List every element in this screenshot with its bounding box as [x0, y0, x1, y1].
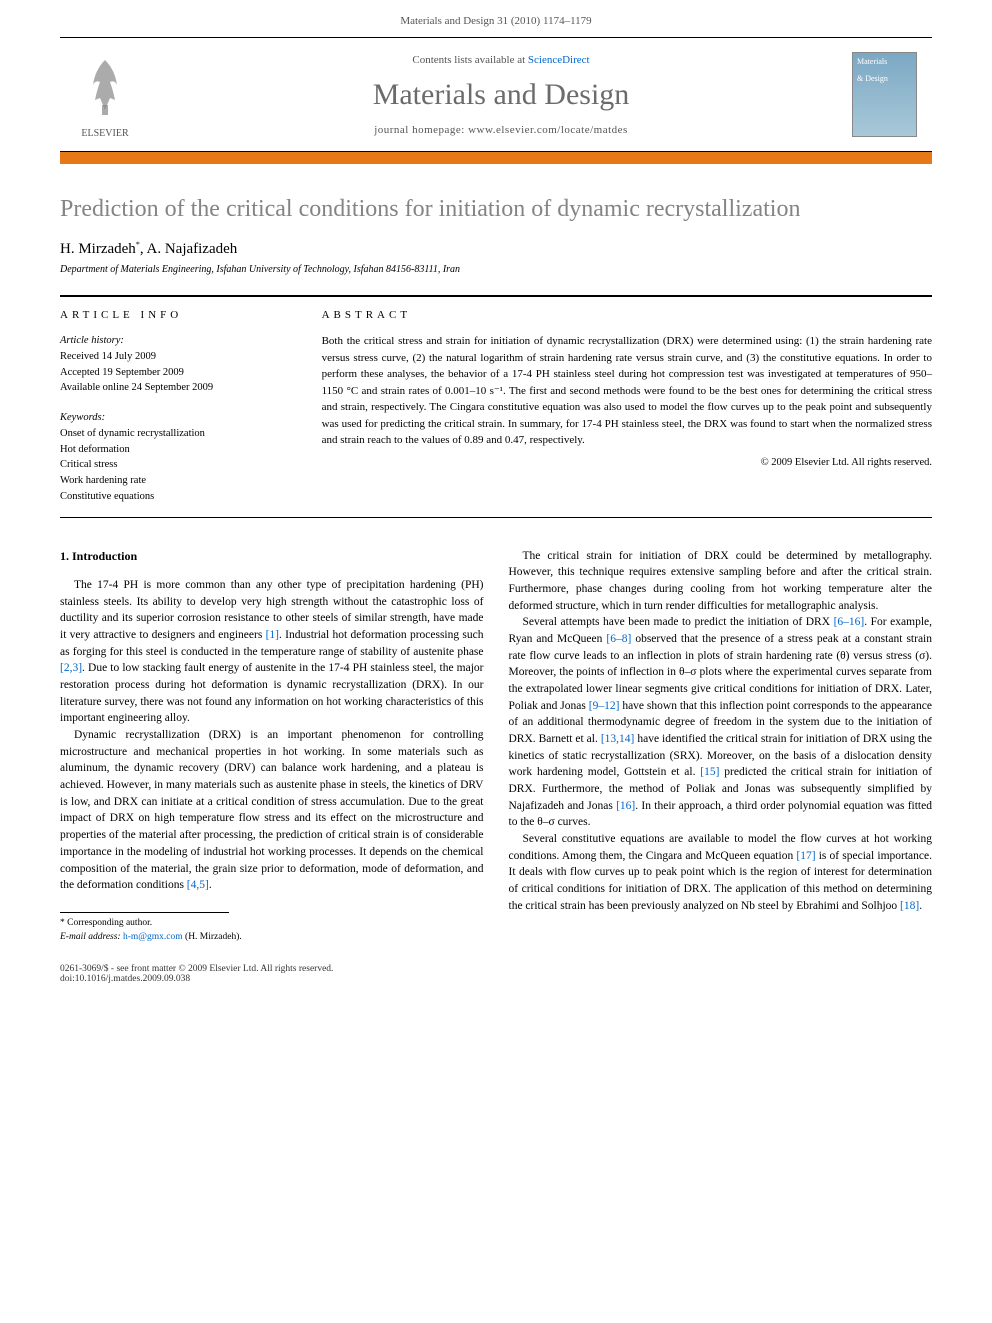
keyword-3: Critical stress [60, 457, 302, 473]
abstract-text: Both the critical stress and strain for … [322, 333, 932, 449]
footer-line-1: 0261-3069/$ - see front matter © 2009 El… [60, 964, 932, 974]
elsevier-tree-icon [75, 50, 135, 120]
cover-text-2: & Design [853, 70, 916, 87]
email-line: E-mail address: h-m@gmx.com (H. Mirzadeh… [60, 931, 484, 945]
ref-link-15[interactable]: [15] [700, 766, 719, 778]
author-1: H. Mirzadeh [60, 241, 136, 257]
paragraph-1: The 17-4 PH is more common than any othe… [60, 577, 484, 727]
ref-link-6-16[interactable]: [6–16] [834, 616, 865, 628]
journal-name: Materials and Design [150, 78, 852, 112]
paragraph-5: Several constitutive equations are avail… [509, 831, 933, 914]
abstract-copyright: © 2009 Elsevier Ltd. All rights reserved… [322, 457, 932, 468]
keyword-4: Work hardening rate [60, 473, 302, 489]
keyword-1: Onset of dynamic recrystallization [60, 426, 302, 442]
contents-line: Contents lists available at ScienceDirec… [150, 54, 852, 66]
article-info-heading: ARTICLE INFO [60, 309, 302, 321]
author-sep: , [140, 241, 147, 257]
abstract-column: ABSTRACT Both the critical stress and st… [322, 296, 932, 505]
footnote-rule [60, 912, 229, 913]
cover-block: Materials & Design [852, 52, 932, 137]
online-date: Available online 24 September 2009 [60, 380, 302, 396]
paragraph-3: The critical strain for initiation of DR… [509, 548, 933, 615]
paragraph-2: Dynamic recrystallization (DRX) is an im… [60, 727, 484, 894]
received-date: Received 14 July 2009 [60, 349, 302, 365]
email-suffix: (H. Mirzadeh). [183, 932, 242, 942]
homepage-line: journal homepage: www.elsevier.com/locat… [150, 124, 852, 136]
banner-center: Contents lists available at ScienceDirec… [150, 54, 852, 136]
homepage-url[interactable]: www.elsevier.com/locate/matdes [468, 124, 628, 136]
meta-section: ARTICLE INFO Article history: Received 1… [60, 295, 932, 505]
homepage-prefix: journal homepage: [374, 124, 468, 136]
ref-link-17[interactable]: [17] [796, 850, 815, 862]
article-title: Prediction of the critical conditions fo… [60, 194, 932, 225]
sciencedirect-link[interactable]: ScienceDirect [528, 54, 590, 66]
affiliation: Department of Materials Engineering, Isf… [60, 264, 932, 275]
paragraph-4: Several attempts have been made to predi… [509, 614, 933, 831]
orange-accent-bar [60, 152, 932, 164]
keyword-2: Hot deformation [60, 442, 302, 458]
ref-link-2-3[interactable]: [2,3] [60, 662, 82, 674]
journal-cover-thumbnail: Materials & Design [852, 52, 917, 137]
ref-link-4-5[interactable]: [4,5] [187, 879, 209, 891]
history-block: Article history: Received 14 July 2009 A… [60, 333, 302, 396]
author-2: A. Najafizadeh [147, 241, 238, 257]
contents-prefix: Contents lists available at [412, 54, 527, 66]
cover-text-1: Materials [853, 53, 916, 70]
ref-link-6-8[interactable]: [6–8] [606, 633, 631, 645]
citation-text: Materials and Design 31 (2010) 1174–1179 [400, 15, 591, 27]
authors-line: H. Mirzadeh*, A. Najafizadeh [60, 240, 932, 258]
ref-link-13-14[interactable]: [13,14] [601, 733, 635, 745]
article-info-column: ARTICLE INFO Article history: Received 1… [60, 296, 322, 505]
page-footer: 0261-3069/$ - see front matter © 2009 El… [60, 964, 932, 984]
left-column: 1. Introduction The 17-4 PH is more comm… [60, 548, 484, 945]
body-columns: 1. Introduction The 17-4 PH is more comm… [60, 548, 932, 945]
accepted-date: Accepted 19 September 2009 [60, 365, 302, 381]
keywords-block: Keywords: Onset of dynamic recrystalliza… [60, 410, 302, 505]
right-column: The critical strain for initiation of DR… [509, 548, 933, 945]
ref-link-18[interactable]: [18] [900, 900, 919, 912]
ref-link-16[interactable]: [16] [616, 800, 635, 812]
publisher-name: ELSEVIER [60, 128, 150, 139]
ref-link-1[interactable]: [1] [266, 629, 279, 641]
footer-doi: doi:10.1016/j.matdes.2009.09.038 [60, 974, 932, 984]
keywords-label: Keywords: [60, 410, 302, 426]
abstract-heading: ABSTRACT [322, 309, 932, 321]
keyword-5: Constitutive equations [60, 489, 302, 505]
corr-label: * Corresponding author. [60, 917, 484, 931]
journal-banner: ELSEVIER Contents lists available at Sci… [60, 37, 932, 152]
section-1-heading: 1. Introduction [60, 548, 484, 565]
email-link[interactable]: h-m@gmx.com [123, 932, 183, 942]
corresponding-footnote: * Corresponding author. E-mail address: … [60, 917, 484, 945]
meta-bottom-rule [60, 517, 932, 518]
running-header: Materials and Design 31 (2010) 1174–1179 [0, 0, 992, 37]
ref-link-9-12[interactable]: [9–12] [589, 700, 620, 712]
email-label: E-mail address: [60, 932, 123, 942]
history-label: Article history: [60, 333, 302, 349]
publisher-block: ELSEVIER [60, 50, 150, 139]
